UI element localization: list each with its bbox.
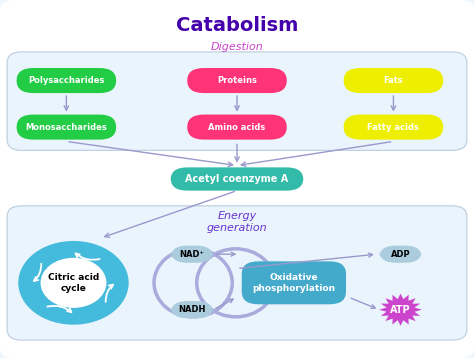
FancyBboxPatch shape: [242, 261, 346, 304]
Text: Digestion: Digestion: [210, 42, 264, 52]
Text: Catabolism: Catabolism: [176, 16, 298, 35]
Text: Proteins: Proteins: [217, 76, 257, 85]
Text: Oxidative
phosphorylation: Oxidative phosphorylation: [252, 273, 336, 292]
FancyBboxPatch shape: [7, 52, 467, 150]
Text: Energy
generation: Energy generation: [207, 211, 267, 233]
Text: Polysaccharides: Polysaccharides: [28, 76, 105, 85]
FancyBboxPatch shape: [171, 301, 213, 318]
FancyBboxPatch shape: [187, 115, 287, 140]
Polygon shape: [379, 294, 422, 326]
Text: Citric acid
cycle: Citric acid cycle: [48, 273, 99, 292]
FancyBboxPatch shape: [187, 68, 287, 93]
FancyBboxPatch shape: [379, 246, 422, 263]
Text: Monosaccharides: Monosaccharides: [26, 122, 107, 132]
Circle shape: [19, 242, 128, 324]
FancyBboxPatch shape: [17, 115, 116, 140]
FancyBboxPatch shape: [171, 246, 213, 263]
FancyBboxPatch shape: [344, 68, 443, 93]
FancyBboxPatch shape: [17, 68, 116, 93]
Text: Amino acids: Amino acids: [209, 122, 265, 132]
Text: NAD⁺: NAD⁺: [180, 250, 204, 259]
Text: Fats: Fats: [383, 76, 403, 85]
FancyBboxPatch shape: [344, 115, 443, 140]
Circle shape: [41, 258, 106, 307]
Text: ADP: ADP: [391, 250, 410, 259]
FancyBboxPatch shape: [7, 206, 467, 340]
Text: NADH: NADH: [178, 305, 206, 314]
FancyBboxPatch shape: [171, 168, 303, 190]
Text: ATP: ATP: [390, 305, 411, 315]
Text: Fatty acids: Fatty acids: [367, 122, 419, 132]
Text: Acetyl coenzyme A: Acetyl coenzyme A: [185, 174, 289, 184]
